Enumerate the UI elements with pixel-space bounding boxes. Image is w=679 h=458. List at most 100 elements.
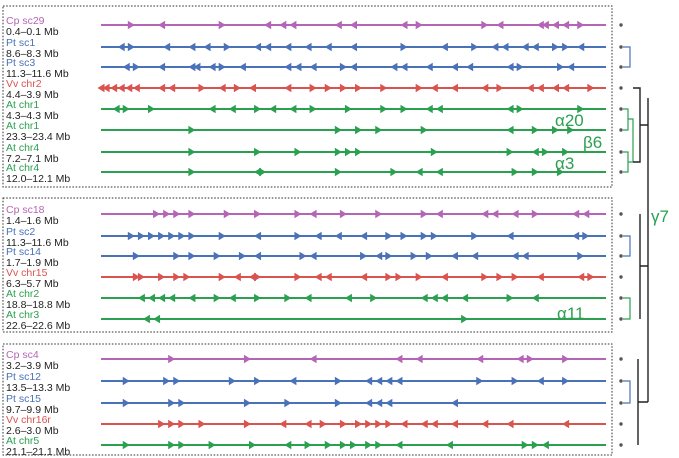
gene-arrow [491,209,499,219]
row-range-label: 6.3–5.7 Mb [6,278,59,290]
gene-arrow [491,42,499,52]
gene-arrow [562,419,570,429]
gene-arrow [324,42,332,52]
gene-arrow [400,62,408,72]
leaf-dot [619,150,623,154]
gene-arrow [506,147,514,157]
gene-arrow [521,42,529,52]
gene-arrow [158,231,166,241]
gene-arrow [430,147,438,157]
gene-arrow [153,209,161,219]
gene-arrow [304,293,312,303]
gene-arrow [531,42,539,52]
gene-arrow [395,440,403,450]
gene-arrow [506,62,514,72]
row-range-label: 0.4–0.1 Mb [6,26,59,38]
gene-arrow [385,272,393,282]
gene-arrow [471,251,479,261]
gene-arrow [400,231,408,241]
gene-arrow [112,104,120,114]
gene-arrow [451,251,458,261]
gene-arrow [375,440,383,450]
gene-arrow [526,354,534,364]
gene-arrow [390,167,398,177]
gene-arrow [334,376,342,386]
gene-arrow [122,440,130,450]
gene-arrow [117,42,125,52]
gene-arrow [188,125,196,135]
gene-arrow [178,419,186,429]
gene-arrow [183,272,191,282]
gene-arrow [506,125,514,135]
gene-arrow [536,376,544,386]
tree-branch [637,359,648,445]
gene-arrow [435,104,443,114]
row-chromosome-label: Pt sc14 [6,246,41,258]
leaf-dot [619,128,623,132]
gene-arrow [445,440,453,450]
gene-arrow [435,209,443,219]
gene-arrow [360,272,368,282]
row-range-label: 3.2–3.9 Mb [6,360,59,372]
leaf-dot [619,443,623,447]
gene-arrow [481,20,489,30]
gene-arrow [178,398,186,408]
gene-arrow [218,83,226,93]
gene-arrow [334,167,342,177]
gene-arrow [102,83,110,93]
gene-arrow [365,419,373,429]
gene-arrow [567,125,575,135]
gene-arrow [562,20,570,30]
tree-branch-at [623,151,629,173]
gene-arrow [294,147,302,157]
gene-arrow [243,419,251,429]
gene-arrow [476,354,484,364]
gene-arrow [516,62,524,72]
gene-arrow [557,167,565,177]
gene-arrow [360,251,368,261]
gene-arrow [451,398,458,408]
row-chromosome-label: Pt sc2 [6,226,35,238]
gene-arrow [577,104,585,114]
gene-arrow [163,42,171,52]
gene-arrow [289,20,297,30]
gene-arrow [218,20,226,30]
gene-arrow [324,272,332,282]
leaf-dot [619,170,623,174]
row-chromosome-label: Pt sc15 [6,393,41,405]
gene-arrow [562,42,570,52]
gene-arrow [173,272,181,282]
gene-arrow [370,293,378,303]
gene-arrow [238,62,246,72]
gene-arrow [531,293,539,303]
gene-arrow [365,440,373,450]
gene-arrow [158,272,166,282]
gene-arrow [178,231,186,241]
row-range-label: 2.6–3.0 Mb [6,425,59,437]
gene-arrow [339,209,347,219]
gene-arrow [536,272,544,282]
gene-arrow [279,419,287,429]
row-chromosome-label: Cp sc18 [6,204,45,216]
gene-arrow [188,147,196,157]
gene-arrow [425,62,433,72]
gene-arrow [264,20,272,30]
gene-arrow [213,293,221,303]
row-range-label: 11.3–11.6 Mb [6,68,69,80]
gene-arrow [284,83,292,93]
gene-arrow [163,376,171,386]
gene-arrow [420,209,428,219]
tree-branch-pair [623,380,631,404]
gene-arrow [314,272,322,282]
event-label-alpha11: α11 [557,304,584,323]
gene-arrow [375,209,383,219]
gene-arrow [587,272,595,282]
tree-branch-at [623,297,631,320]
gene-arrow [249,440,256,450]
gene-arrow [395,354,403,364]
gene-arrow [501,42,509,52]
row-range-label: 1.4–1.6 Mb [6,215,59,227]
gene-arrow [188,42,196,52]
gene-arrow [218,62,226,72]
gene-arrow [360,231,368,241]
